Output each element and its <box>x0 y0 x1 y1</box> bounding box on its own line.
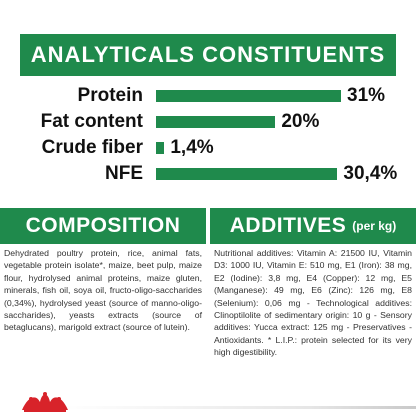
row-bar <box>156 90 341 102</box>
additives-header: ADDITIVES (per kg) <box>210 208 416 244</box>
analytics-row-protein: Protein 31% <box>0 83 416 109</box>
row-bar <box>156 116 276 128</box>
composition-title: COMPOSITION <box>25 214 181 237</box>
additives-subtitle: (per kg) <box>352 219 397 233</box>
row-value: 31% <box>347 85 386 106</box>
additives-title: ADDITIVES <box>229 214 347 237</box>
footer-divider <box>60 406 416 409</box>
row-label: NFE <box>105 163 143 184</box>
row-label: Fat content <box>40 111 143 132</box>
composition-header: COMPOSITION <box>0 208 206 244</box>
row-label: Crude fiber <box>41 137 143 158</box>
row-value: 30,4% <box>343 163 398 184</box>
row-bar <box>156 142 165 154</box>
row-value: 1,4% <box>170 137 214 158</box>
analytics-header: ANALYTICALS CONSTITUENTS <box>20 34 396 76</box>
analytics-title: ANALYTICALS CONSTITUENTS <box>30 42 386 67</box>
crown-logo-icon <box>18 388 72 414</box>
row-bar <box>156 168 338 180</box>
composition-text: Dehydrated poultry protein, rice, animal… <box>4 248 202 333</box>
additives-text: Nutritional additives: Vitamin A: 21500 … <box>214 248 412 358</box>
analytics-row-fiber: Crude fiber 1,4% <box>0 135 416 161</box>
row-label: Protein <box>77 85 143 106</box>
analytics-row-nfe: NFE 30,4% <box>0 161 416 187</box>
analytics-row-fat: Fat content 20% <box>0 109 416 135</box>
row-value: 20% <box>281 111 320 132</box>
